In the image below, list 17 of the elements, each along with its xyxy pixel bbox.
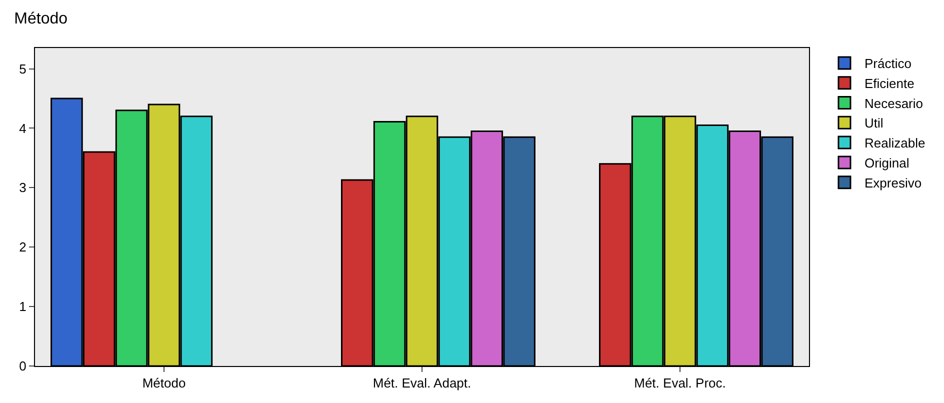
legend-label: Eficiente: [864, 76, 914, 91]
y-tick-label: 5: [19, 61, 26, 76]
legend-label: Util: [864, 116, 884, 131]
x-tick-label: Mét. Eval. Proc.: [634, 376, 726, 391]
legend-label: Necesario: [864, 96, 924, 111]
y-tick-label: 2: [19, 240, 26, 255]
x-tick-label: Método: [142, 376, 186, 391]
legend-label: Realizable: [864, 136, 926, 151]
y-tick-label: 1: [19, 299, 26, 314]
x-tick-label: Mét. Eval. Adapt.: [372, 376, 472, 391]
y-tick-label: 0: [19, 358, 26, 374]
y-tick-label: 4: [19, 120, 26, 136]
chart-title: Método: [14, 10, 68, 28]
y-tick-label: 3: [19, 180, 26, 196]
legend-label: Práctico: [864, 56, 912, 72]
legend-label: Original: [864, 156, 910, 171]
legend-label: Expresivo: [864, 175, 922, 190]
